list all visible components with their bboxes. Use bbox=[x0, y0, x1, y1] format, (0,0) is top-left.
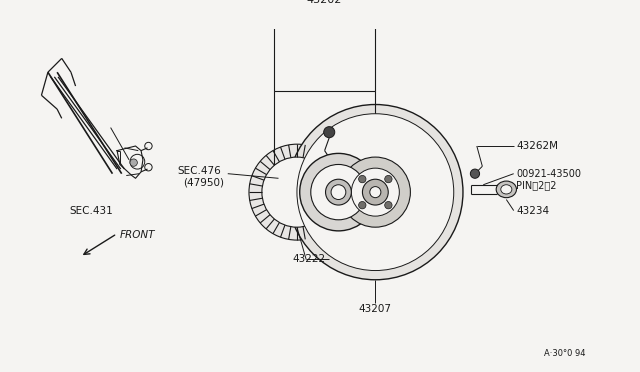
Text: SEC.431: SEC.431 bbox=[69, 206, 113, 216]
Text: 43222: 43222 bbox=[292, 254, 326, 264]
Circle shape bbox=[130, 159, 138, 166]
Ellipse shape bbox=[496, 181, 516, 198]
Circle shape bbox=[311, 164, 366, 220]
Bar bbox=[274, 17, 375, 91]
Text: 43234: 43234 bbox=[516, 206, 550, 216]
Circle shape bbox=[351, 168, 399, 216]
Circle shape bbox=[362, 179, 388, 205]
Circle shape bbox=[470, 169, 479, 178]
Text: 00921-43500: 00921-43500 bbox=[516, 169, 582, 179]
Circle shape bbox=[262, 157, 332, 227]
Text: 43207: 43207 bbox=[359, 304, 392, 314]
Circle shape bbox=[326, 179, 351, 205]
Text: A·30°0 94: A·30°0 94 bbox=[544, 349, 586, 358]
Circle shape bbox=[370, 187, 381, 198]
Circle shape bbox=[340, 157, 410, 227]
Circle shape bbox=[385, 176, 392, 183]
Circle shape bbox=[249, 144, 345, 240]
Circle shape bbox=[324, 126, 335, 138]
Circle shape bbox=[385, 202, 392, 209]
Circle shape bbox=[331, 185, 346, 199]
Text: PIN㉦2㉦2: PIN㉦2㉦2 bbox=[516, 180, 557, 190]
Ellipse shape bbox=[500, 185, 512, 194]
Text: 43262M: 43262M bbox=[516, 141, 559, 151]
Text: FRONT: FRONT bbox=[120, 231, 156, 240]
Text: (47950): (47950) bbox=[184, 178, 225, 188]
Circle shape bbox=[358, 202, 366, 209]
Circle shape bbox=[358, 176, 366, 183]
Text: 43202: 43202 bbox=[307, 0, 342, 5]
Text: SEC.476: SEC.476 bbox=[177, 166, 221, 176]
Circle shape bbox=[297, 114, 454, 270]
Circle shape bbox=[300, 153, 377, 231]
Circle shape bbox=[288, 105, 463, 280]
